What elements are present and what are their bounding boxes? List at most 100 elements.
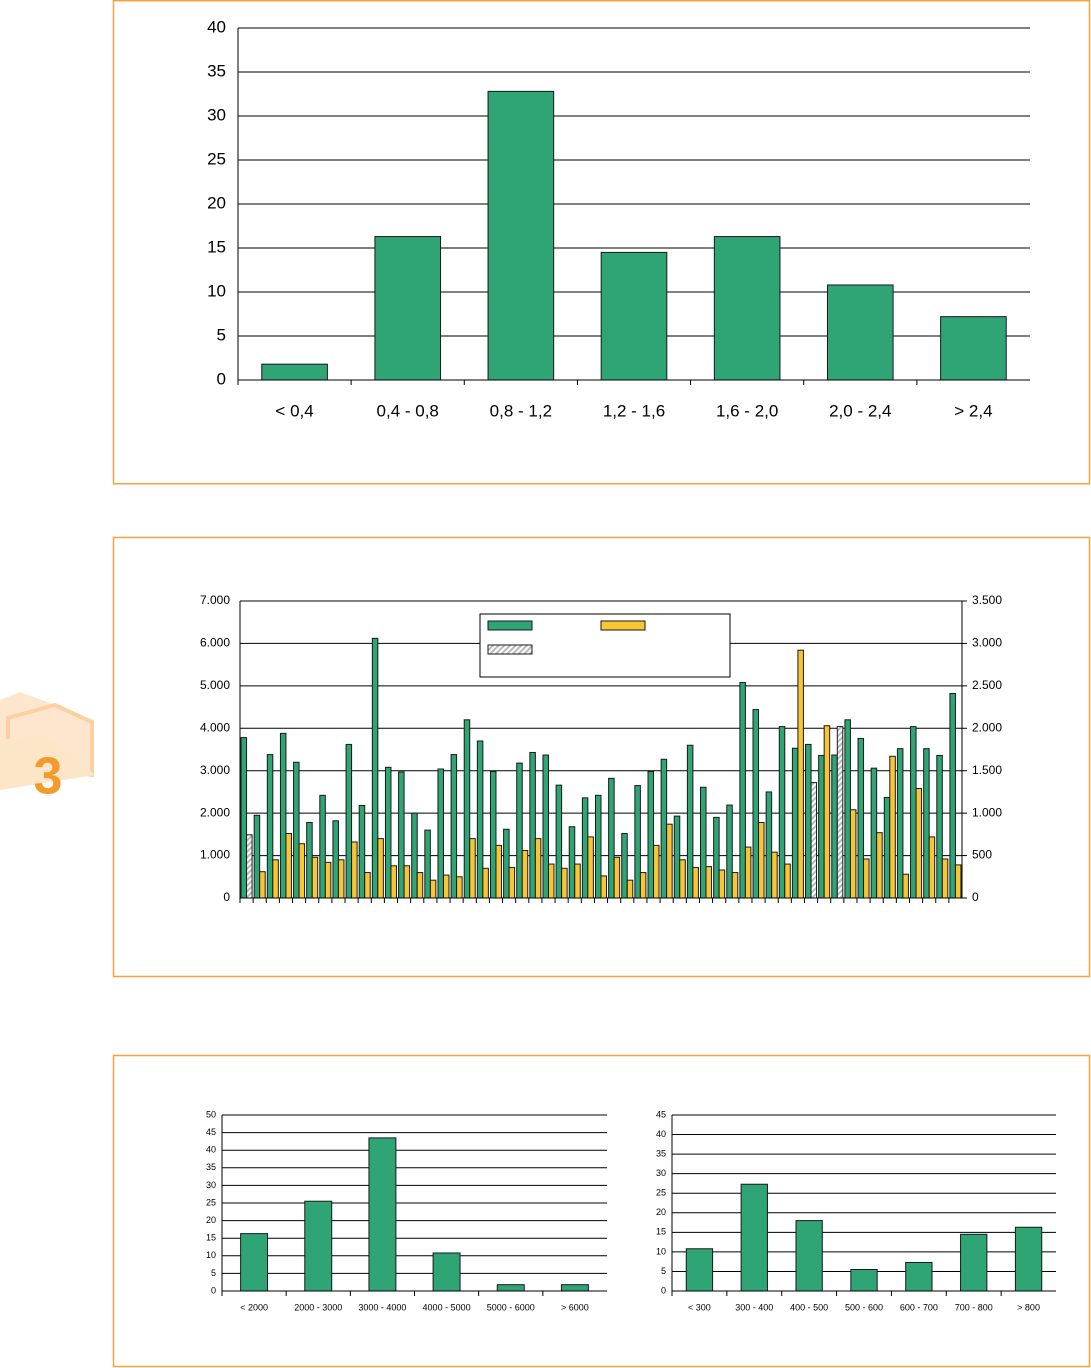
y2-tick-label: 500 xyxy=(972,848,992,862)
bar xyxy=(246,834,253,899)
bar xyxy=(403,865,411,899)
bar xyxy=(368,1137,397,1292)
x-tick-label: 2000 - 3000 xyxy=(294,1302,342,1312)
y-tick-label: 0 xyxy=(217,369,226,388)
bar xyxy=(371,637,379,899)
y-tick-label: 40 xyxy=(656,1129,666,1139)
bar xyxy=(487,90,555,381)
bar xyxy=(594,794,602,899)
bar xyxy=(731,872,739,899)
bar xyxy=(319,794,326,899)
bar xyxy=(496,1284,525,1292)
bar xyxy=(587,836,594,899)
y-tick-label: 15 xyxy=(656,1227,666,1237)
x-tick-label: > 6000 xyxy=(561,1302,589,1312)
bar xyxy=(411,812,418,899)
bar xyxy=(279,732,287,899)
bar xyxy=(560,1284,589,1292)
y-tick-label: 5 xyxy=(217,325,226,344)
y2-tick-label: 3.500 xyxy=(972,593,1002,607)
section-badge: 3 xyxy=(0,692,95,806)
bar xyxy=(304,1200,333,1292)
y-tick-label: 7.000 xyxy=(200,593,230,607)
y-tick-label: 0 xyxy=(211,1285,216,1295)
x-tick-label: 2,0 - 2,4 xyxy=(829,401,891,420)
y-tick-label: 20 xyxy=(656,1207,666,1217)
bar xyxy=(437,768,444,899)
legend-swatch xyxy=(487,620,533,631)
y-tick-label: 1.000 xyxy=(200,848,230,862)
y-tick-label: 15 xyxy=(206,1233,216,1243)
bar xyxy=(823,725,831,899)
bar xyxy=(905,1261,933,1292)
bar xyxy=(345,743,353,899)
x-tick-label: 0,4 - 0,8 xyxy=(377,401,439,420)
bar xyxy=(810,782,818,899)
bar xyxy=(469,838,476,899)
bar xyxy=(726,804,733,899)
bar xyxy=(503,828,510,899)
bar xyxy=(876,832,883,899)
bar xyxy=(826,284,894,381)
bar xyxy=(666,823,673,899)
bar xyxy=(266,754,274,899)
bar xyxy=(883,796,891,899)
y-tick-label: 15 xyxy=(207,237,226,256)
y-tick-label: 5 xyxy=(661,1266,666,1276)
y2-tick-label: 3.000 xyxy=(972,636,1002,650)
y-tick-label: 0 xyxy=(661,1285,666,1295)
bar xyxy=(450,754,458,899)
bar xyxy=(896,748,904,899)
bar xyxy=(634,785,641,899)
bar xyxy=(364,872,371,899)
bar xyxy=(521,849,529,899)
bar xyxy=(332,820,339,899)
bar xyxy=(621,833,628,899)
bar xyxy=(752,709,760,899)
y-tick-label: 35 xyxy=(656,1148,666,1158)
bar xyxy=(424,829,431,899)
bar xyxy=(482,867,489,899)
bar xyxy=(377,838,384,899)
bar xyxy=(870,767,878,899)
bar xyxy=(739,681,746,899)
bar xyxy=(791,747,799,899)
x-tick-label: 1,6 - 2,0 xyxy=(716,401,778,420)
y-tick-label: 20 xyxy=(207,193,226,212)
y-tick-label: 2.000 xyxy=(200,805,230,819)
bar xyxy=(660,758,668,899)
bar xyxy=(818,754,825,899)
bar xyxy=(429,879,437,899)
bar xyxy=(374,236,442,381)
bar xyxy=(390,865,397,899)
bar xyxy=(306,821,313,899)
x-tick-label: < 2000 xyxy=(240,1302,268,1312)
y-tick-label: 3.000 xyxy=(200,763,230,777)
bar xyxy=(516,762,523,899)
bar xyxy=(337,859,345,899)
bar xyxy=(758,821,765,899)
bar xyxy=(705,866,713,899)
x-tick-label: 4000 - 5000 xyxy=(423,1302,471,1312)
bar xyxy=(960,1233,988,1292)
bar xyxy=(744,846,752,899)
bar xyxy=(547,863,555,899)
y2-tick-label: 2.500 xyxy=(972,678,1002,692)
bar xyxy=(863,858,870,899)
x-tick-label: 600 - 700 xyxy=(900,1302,938,1312)
bar xyxy=(740,1183,768,1292)
bar xyxy=(910,726,917,899)
bar xyxy=(639,872,647,899)
y2-tick-label: 1.000 xyxy=(972,805,1002,819)
bar xyxy=(442,874,450,899)
bar xyxy=(795,1220,823,1292)
x-tick-label: 400 - 500 xyxy=(790,1302,828,1312)
bar xyxy=(915,788,923,899)
y-tick-label: 45 xyxy=(656,1109,666,1119)
x-tick-label: > 800 xyxy=(1017,1302,1040,1312)
bar xyxy=(463,719,471,899)
bar xyxy=(700,786,707,899)
legend-swatch xyxy=(487,644,533,655)
